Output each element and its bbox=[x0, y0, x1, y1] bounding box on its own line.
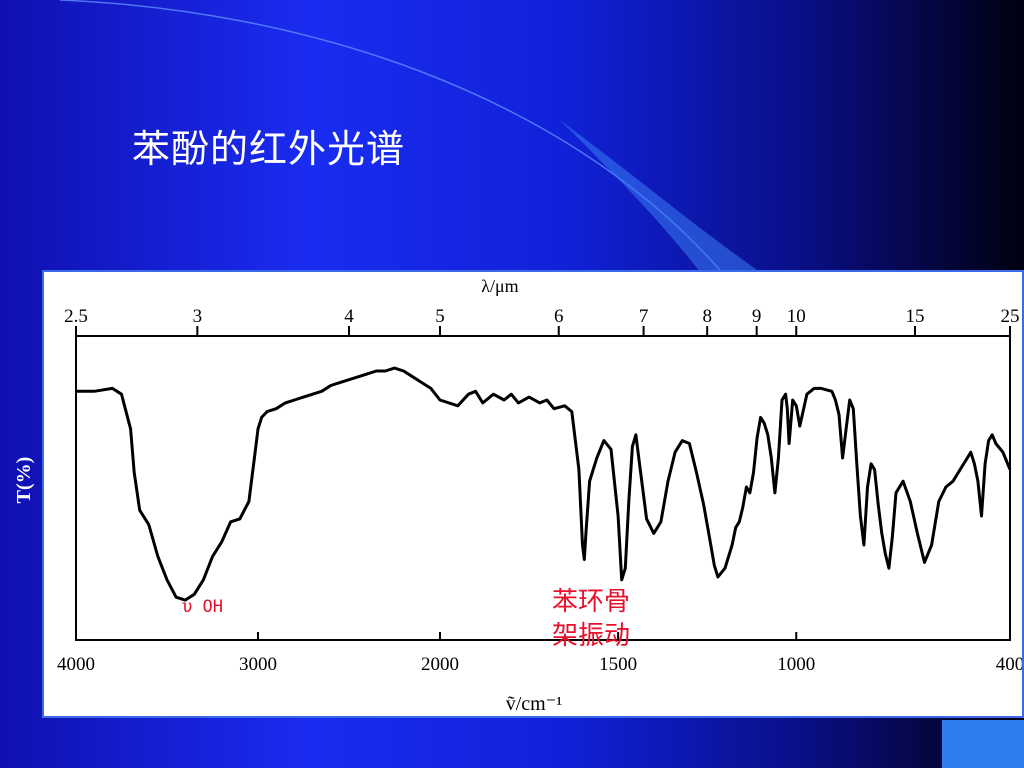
top-tick-label: 15 bbox=[906, 306, 925, 327]
top-tick-label: 6 bbox=[554, 306, 564, 327]
top-tick-label: 4 bbox=[344, 306, 354, 327]
spectrum-panel: λ/μm ṽ/cm⁻¹ 2.5 3 4 5 6 7 8 9 10 15 25 4000 3000 200… bbox=[42, 270, 1024, 718]
top-tick-label: 5 bbox=[435, 306, 445, 327]
bottom-tick-label: 1500 bbox=[599, 654, 637, 675]
top-tick-label: 7 bbox=[639, 306, 649, 327]
top-tick-label: 8 bbox=[702, 306, 712, 327]
annotation-v-oh-symbol: υ OH bbox=[182, 597, 223, 617]
top-tick-label: 2.5 bbox=[64, 306, 88, 327]
bottom-tick-label: 2000 bbox=[421, 654, 459, 675]
bottom-tick-label: 1000 bbox=[777, 654, 815, 675]
bottom-tick-label: 4000 bbox=[57, 654, 95, 675]
top-tick-label: 10 bbox=[787, 306, 806, 327]
top-axis-ticks: 2.5 3 4 5 6 7 8 9 10 15 25 bbox=[64, 306, 1020, 336]
plot-frame bbox=[75, 335, 1011, 641]
annotation-ring-line1: 苯环骨 bbox=[552, 587, 630, 617]
slide-title: 苯酚的红外光谱 bbox=[132, 127, 406, 171]
top-tick-label: 3 bbox=[193, 306, 203, 327]
bottom-axis-label: ṽ/cm⁻¹ bbox=[506, 693, 563, 715]
annotation-ring-line2: 架振动 bbox=[552, 621, 630, 651]
bottom-tick-label: 400 bbox=[996, 654, 1022, 675]
transmittance-series-line bbox=[76, 366, 1012, 602]
bottom-tick-label: 3000 bbox=[239, 654, 277, 675]
bottom-axis-ticks: 4000 3000 2000 1500 1000 400 bbox=[57, 632, 1022, 675]
ir-spectrum-chart: λ/μm ṽ/cm⁻¹ 2.5 3 4 5 6 7 8 9 10 15 25 4000 3000 200… bbox=[57, 276, 1022, 715]
top-axis-label: λ/μm bbox=[481, 276, 518, 296]
top-tick-label: 9 bbox=[752, 306, 762, 327]
top-tick-label: 25 bbox=[1001, 306, 1020, 327]
corner-accent-box bbox=[942, 720, 1024, 768]
